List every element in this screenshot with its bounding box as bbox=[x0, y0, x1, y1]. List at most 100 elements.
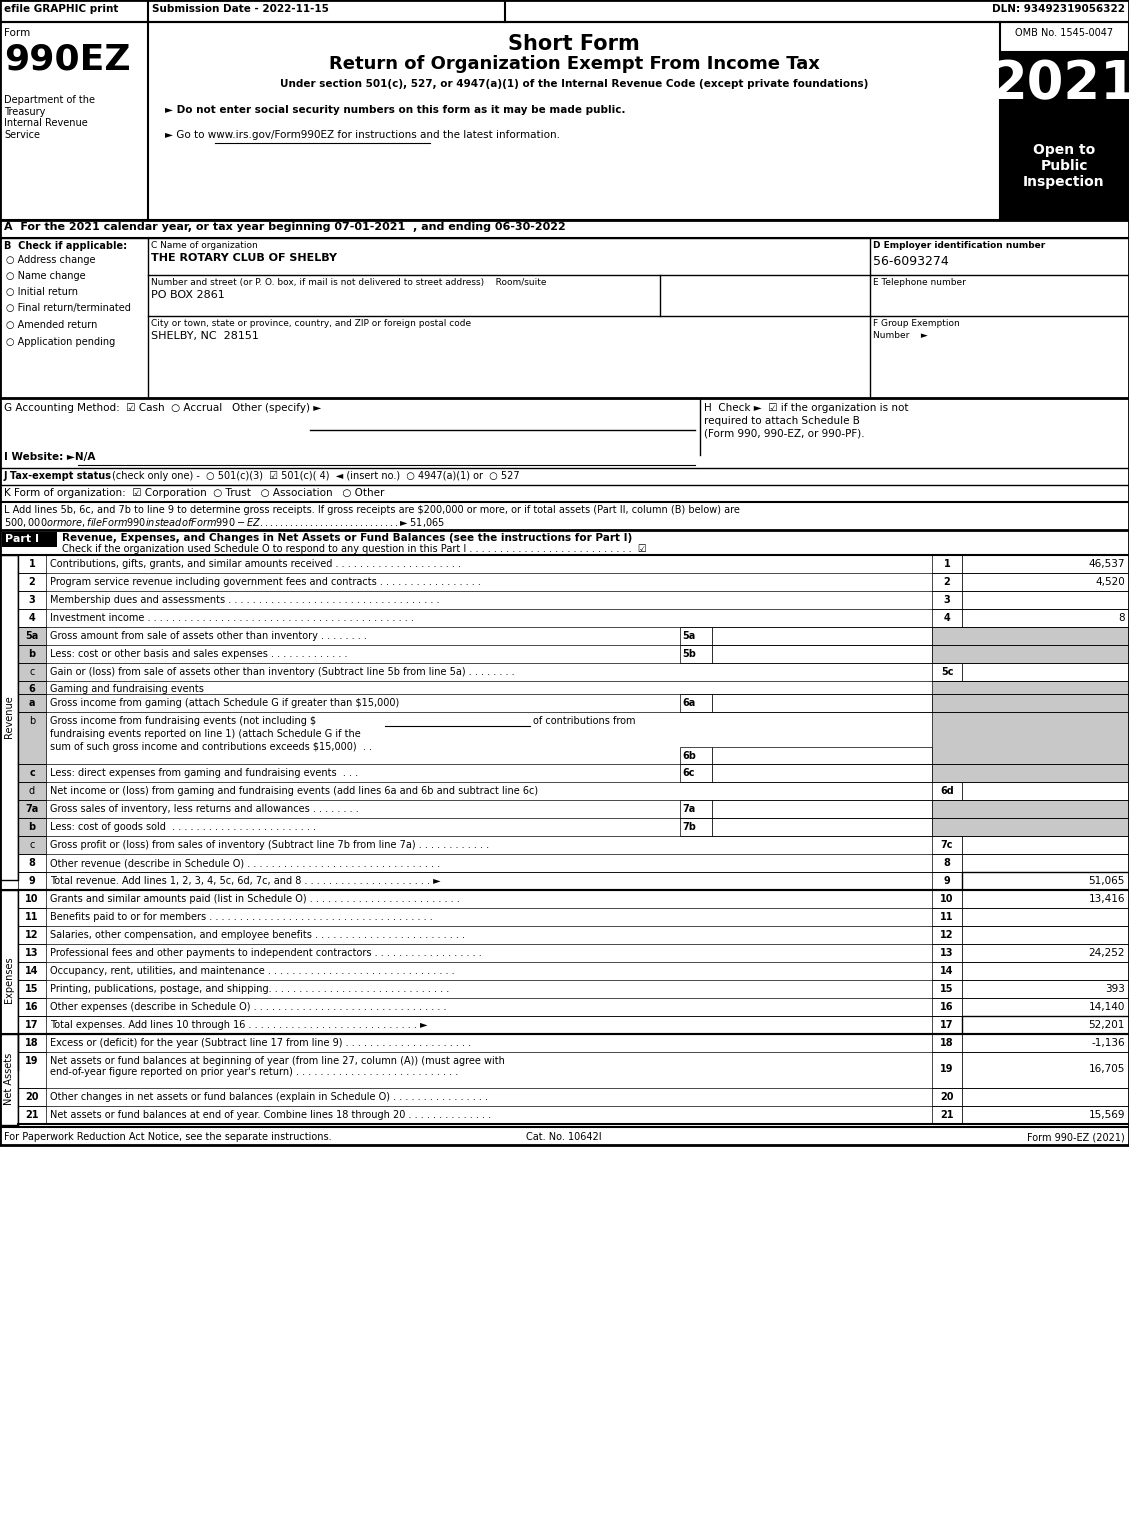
Text: 20: 20 bbox=[940, 1092, 954, 1103]
Bar bbox=[18, 872, 46, 891]
Bar bbox=[933, 645, 1129, 663]
Text: Printing, publications, postage, and shipping. . . . . . . . . . . . . . . . . .: Printing, publications, postage, and shi… bbox=[50, 984, 449, 994]
Bar bbox=[18, 608, 46, 627]
Bar bbox=[962, 608, 1129, 627]
Text: Gain or (loss) from sale of assets other than inventory (Subtract line 5b from l: Gain or (loss) from sale of assets other… bbox=[50, 666, 515, 677]
Text: Gaming and fundraising events: Gaming and fundraising events bbox=[50, 685, 204, 694]
Bar bbox=[933, 1052, 962, 1087]
Bar bbox=[962, 1052, 1129, 1087]
Text: 9: 9 bbox=[944, 875, 951, 886]
Bar bbox=[18, 712, 46, 764]
Text: SHELBY, NC  28151: SHELBY, NC 28151 bbox=[151, 331, 259, 342]
Bar bbox=[933, 1016, 962, 1034]
Text: d: d bbox=[29, 785, 35, 796]
Text: sum of such gross income and contributions exceeds $15,000)  . .: sum of such gross income and contributio… bbox=[50, 743, 378, 752]
Bar bbox=[1000, 52, 1129, 137]
Bar bbox=[680, 694, 712, 712]
Bar bbox=[933, 891, 962, 907]
Bar bbox=[18, 573, 46, 592]
Text: 51,065: 51,065 bbox=[1088, 875, 1124, 886]
Text: Short Form: Short Form bbox=[508, 34, 640, 53]
Text: Revenue: Revenue bbox=[5, 695, 14, 738]
Text: Investment income . . . . . . . . . . . . . . . . . . . . . . . . . . . . . . . : Investment income . . . . . . . . . . . … bbox=[50, 613, 414, 624]
Bar bbox=[18, 645, 46, 663]
Text: ○ Name change: ○ Name change bbox=[6, 271, 86, 281]
Text: D Employer identification number: D Employer identification number bbox=[873, 241, 1045, 250]
Text: 9: 9 bbox=[28, 875, 35, 886]
Text: K Form of organization:  ☑ Corporation  ○ Trust   ○ Association   ○ Other: K Form of organization: ☑ Corporation ○ … bbox=[5, 488, 384, 499]
Bar bbox=[18, 663, 46, 682]
Text: Gross sales of inventory, less returns and allowances . . . . . . . .: Gross sales of inventory, less returns a… bbox=[50, 804, 359, 814]
Text: Total revenue. Add lines 1, 2, 3, 4, 5c, 6d, 7c, and 8 . . . . . . . . . . . . .: Total revenue. Add lines 1, 2, 3, 4, 5c,… bbox=[50, 875, 440, 886]
Text: 56-6093274: 56-6093274 bbox=[873, 255, 948, 268]
Text: c: c bbox=[29, 666, 35, 677]
Bar bbox=[933, 801, 1129, 817]
Text: (Form 990, 990-EZ, or 990-PF).: (Form 990, 990-EZ, or 990-PF). bbox=[704, 429, 865, 439]
Bar bbox=[680, 764, 712, 782]
Bar bbox=[962, 1034, 1129, 1052]
Bar bbox=[962, 782, 1129, 801]
Text: Number    ►: Number ► bbox=[873, 331, 928, 340]
Bar bbox=[18, 926, 46, 944]
Bar bbox=[962, 997, 1129, 1016]
Text: 52,201: 52,201 bbox=[1088, 1020, 1124, 1029]
Bar bbox=[0, 1034, 18, 1125]
Bar bbox=[933, 944, 962, 962]
Bar bbox=[0, 0, 1129, 21]
Text: 6b: 6b bbox=[682, 750, 695, 761]
Bar bbox=[18, 981, 46, 997]
Text: PO BOX 2861: PO BOX 2861 bbox=[151, 290, 225, 300]
Bar bbox=[18, 1016, 46, 1034]
Text: Program service revenue including government fees and contracts . . . . . . . . : Program service revenue including govern… bbox=[50, 576, 481, 587]
Bar bbox=[933, 1087, 962, 1106]
Text: Under section 501(c), 527, or 4947(a)(1) of the Internal Revenue Code (except pr: Under section 501(c), 527, or 4947(a)(1)… bbox=[280, 79, 868, 88]
Bar bbox=[18, 1034, 46, 1052]
Bar bbox=[18, 836, 46, 854]
Bar bbox=[933, 872, 962, 891]
Bar bbox=[18, 891, 46, 907]
Text: Net Assets: Net Assets bbox=[5, 1052, 14, 1106]
Text: C Name of organization: C Name of organization bbox=[151, 241, 257, 250]
Text: 6: 6 bbox=[28, 685, 35, 694]
Text: Submission Date - 2022-11-15: Submission Date - 2022-11-15 bbox=[152, 5, 329, 14]
Bar bbox=[712, 645, 933, 663]
Text: Gross amount from sale of assets other than inventory . . . . . . . .: Gross amount from sale of assets other t… bbox=[50, 631, 367, 640]
Bar bbox=[962, 944, 1129, 962]
Text: 13,416: 13,416 bbox=[1088, 894, 1124, 904]
Bar bbox=[18, 1106, 46, 1124]
Text: THE ROTARY CLUB OF SHELBY: THE ROTARY CLUB OF SHELBY bbox=[151, 253, 336, 262]
Text: 2021: 2021 bbox=[990, 58, 1129, 110]
Text: fundraising events reported on line 1) (attach Schedule G if the: fundraising events reported on line 1) (… bbox=[50, 729, 361, 740]
Bar bbox=[933, 764, 1129, 782]
Bar bbox=[962, 1087, 1129, 1106]
Text: 17: 17 bbox=[940, 1020, 954, 1029]
Text: Gross income from fundraising events (not including $: Gross income from fundraising events (no… bbox=[50, 717, 316, 726]
Bar bbox=[933, 962, 962, 981]
Text: Return of Organization Exempt From Income Tax: Return of Organization Exempt From Incom… bbox=[329, 55, 820, 73]
Bar bbox=[962, 1106, 1129, 1124]
Text: Contributions, gifts, grants, and similar amounts received . . . . . . . . . . .: Contributions, gifts, grants, and simila… bbox=[50, 560, 461, 569]
Text: Total expenses. Add lines 10 through 16 . . . . . . . . . . . . . . . . . . . . : Total expenses. Add lines 10 through 16 … bbox=[50, 1020, 428, 1029]
Text: Salaries, other compensation, and employee benefits . . . . . . . . . . . . . . : Salaries, other compensation, and employ… bbox=[50, 930, 465, 939]
Text: 46,537: 46,537 bbox=[1088, 560, 1124, 569]
Text: Number and street (or P. O. box, if mail is not delivered to street address)    : Number and street (or P. O. box, if mail… bbox=[151, 278, 546, 287]
Text: 4: 4 bbox=[944, 613, 951, 624]
Bar bbox=[962, 592, 1129, 608]
Bar bbox=[680, 747, 712, 764]
Text: c: c bbox=[29, 840, 35, 849]
Text: E Telephone number: E Telephone number bbox=[873, 278, 966, 287]
Text: Membership dues and assessments . . . . . . . . . . . . . . . . . . . . . . . . : Membership dues and assessments . . . . … bbox=[50, 595, 439, 605]
Text: 21: 21 bbox=[25, 1110, 38, 1119]
Text: 1: 1 bbox=[944, 560, 951, 569]
Text: b: b bbox=[28, 650, 35, 659]
Text: 19: 19 bbox=[25, 1055, 38, 1066]
Bar bbox=[18, 764, 46, 782]
Text: 6c: 6c bbox=[682, 769, 694, 778]
Text: 14: 14 bbox=[25, 965, 38, 976]
Text: Net income or (loss) from gaming and fundraising events (add lines 6a and 6b and: Net income or (loss) from gaming and fun… bbox=[50, 785, 539, 796]
Text: 16,705: 16,705 bbox=[1088, 1064, 1124, 1074]
Text: A  For the 2021 calendar year, or tax year beginning 07-01-2021  , and ending 06: A For the 2021 calendar year, or tax yea… bbox=[5, 223, 566, 232]
Text: 7a: 7a bbox=[25, 804, 38, 814]
Text: 15,569: 15,569 bbox=[1088, 1110, 1124, 1119]
Text: City or town, state or province, country, and ZIP or foreign postal code: City or town, state or province, country… bbox=[151, 319, 471, 328]
